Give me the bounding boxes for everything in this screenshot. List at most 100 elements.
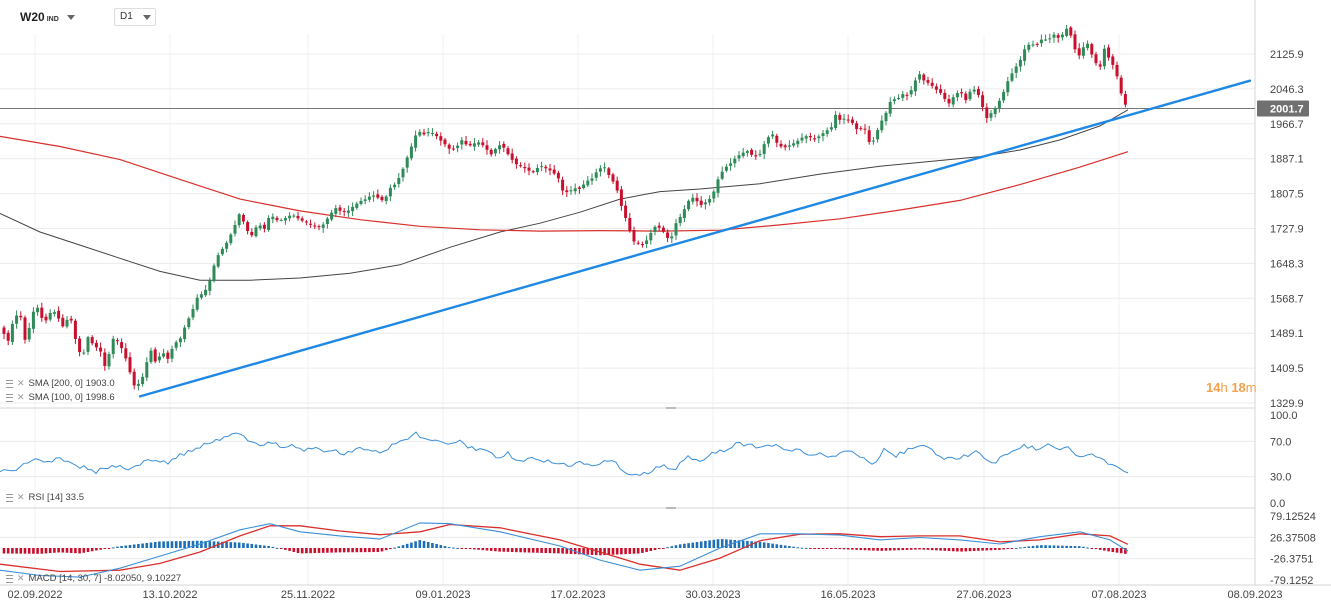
macd-signal-line	[0, 523, 1129, 573]
candle-body	[619, 189, 623, 206]
rsi-panel	[0, 431, 1129, 477]
macd-histogram-bar	[733, 539, 737, 548]
macd-histogram-bar	[1115, 548, 1119, 553]
candle-body	[708, 198, 712, 203]
candle-body	[733, 158, 737, 164]
candle-body	[258, 225, 262, 229]
candle-body	[876, 130, 880, 140]
close-icon[interactable]: ✕	[17, 573, 25, 583]
macd-histogram-bar	[153, 542, 157, 548]
macd-histogram-bar	[166, 541, 170, 548]
candle-body	[485, 145, 489, 150]
macd-histogram-bar	[825, 548, 829, 549]
candle-body	[191, 309, 195, 318]
symbol-selector[interactable]: W20 IND	[20, 10, 75, 24]
macd-histogram-bar	[569, 548, 573, 554]
candle-body	[128, 357, 132, 373]
macd-histogram-bar	[716, 539, 720, 548]
macd-histogram-bar	[1069, 545, 1073, 548]
macd-histogram-bar	[69, 548, 73, 553]
macd-histogram-bar	[1035, 545, 1039, 548]
close-icon[interactable]: ✕	[17, 392, 25, 402]
macd-histogram-bar	[510, 548, 514, 553]
last-price-marker	[1257, 100, 1309, 117]
candle-body	[456, 145, 460, 148]
macd-histogram-bar	[939, 548, 942, 551]
macd-histogram-bar	[905, 548, 909, 550]
candle-body	[808, 135, 812, 138]
macd-histogram-bar	[15, 548, 18, 554]
macd-histogram-bar	[414, 541, 417, 549]
trendline[interactable]	[138, 79, 1252, 398]
candle-body	[342, 210, 346, 212]
candle-body	[330, 212, 334, 220]
close-icon[interactable]: ✕	[17, 378, 25, 388]
candle-body	[292, 215, 296, 217]
candle-body	[577, 187, 581, 189]
legend-rsi: ✕ RSI [14] 33.5	[6, 492, 84, 503]
candle-body	[1010, 73, 1014, 81]
candle-body	[1018, 59, 1022, 67]
macd-histogram-bar	[44, 548, 48, 554]
candle-body	[1031, 44, 1035, 46]
macd-histogram-bar	[258, 544, 262, 548]
macd-histogram-bar	[578, 548, 581, 555]
macd-histogram-bar	[775, 544, 779, 548]
candle-body	[859, 128, 863, 130]
macd-histogram-bar	[893, 548, 896, 551]
candle-body	[405, 157, 409, 168]
macd-histogram-bar	[288, 548, 291, 551]
candle-body	[418, 131, 422, 136]
candle-body	[1023, 49, 1027, 61]
macd-histogram-bar	[145, 543, 149, 548]
menu-icon[interactable]	[6, 574, 13, 583]
candle-body	[99, 347, 103, 352]
macd-histogram-bar	[137, 544, 140, 548]
candle-body	[132, 371, 136, 386]
macd-histogram-bar	[422, 540, 426, 548]
macd-histogram-bar	[300, 548, 304, 554]
candle-body	[1098, 64, 1102, 67]
candle-body	[363, 199, 367, 201]
candle-body	[216, 255, 220, 267]
candle-body	[666, 232, 670, 238]
price-tick-label: 1727.9	[1270, 224, 1304, 236]
last-price-label: 2001.7	[1270, 103, 1304, 115]
macd-histogram-bar	[200, 540, 203, 548]
macd-histogram-bar	[809, 548, 812, 549]
macd-histogram-bar	[468, 548, 472, 550]
candle-body	[124, 348, 128, 359]
macd-histogram-bar	[204, 540, 207, 549]
macd-histogram-bar	[683, 543, 686, 548]
menu-icon[interactable]	[6, 493, 13, 502]
macd-histogram-bar	[313, 548, 317, 554]
macd-histogram-bar	[347, 548, 350, 553]
macd-histogram-bar	[124, 545, 128, 548]
macd-histogram-bar	[317, 548, 321, 553]
date-tick-label: 16.05.2023	[820, 589, 875, 601]
macd-histogram-bar	[515, 548, 518, 553]
macd-histogram-bar	[649, 548, 653, 552]
macd-histogram-bar	[536, 548, 539, 553]
macd-histogram-bar	[998, 548, 1001, 550]
macd-histogram-bar	[851, 548, 854, 550]
candle-body	[716, 179, 720, 193]
candle-body	[174, 342, 178, 348]
macd-histogram-bar	[1090, 548, 1094, 549]
macd-histogram-bar	[233, 542, 237, 548]
macd-histogram-bar	[746, 540, 749, 549]
macd-histogram-bar	[170, 541, 174, 548]
timeframe-selector[interactable]: D1	[114, 8, 156, 26]
candle-body	[909, 90, 913, 95]
menu-icon[interactable]	[6, 379, 13, 388]
macd-histogram-bar	[384, 548, 388, 551]
candle-body	[649, 232, 653, 241]
legend-sma-100: ✕ SMA [100, 0] 1998.6	[6, 392, 115, 403]
candle-body	[481, 142, 485, 146]
candle-body	[594, 172, 598, 178]
candle-body	[930, 82, 934, 86]
macd-histogram-bar	[930, 548, 934, 551]
close-icon[interactable]: ✕	[17, 492, 25, 502]
menu-icon[interactable]	[6, 393, 13, 402]
